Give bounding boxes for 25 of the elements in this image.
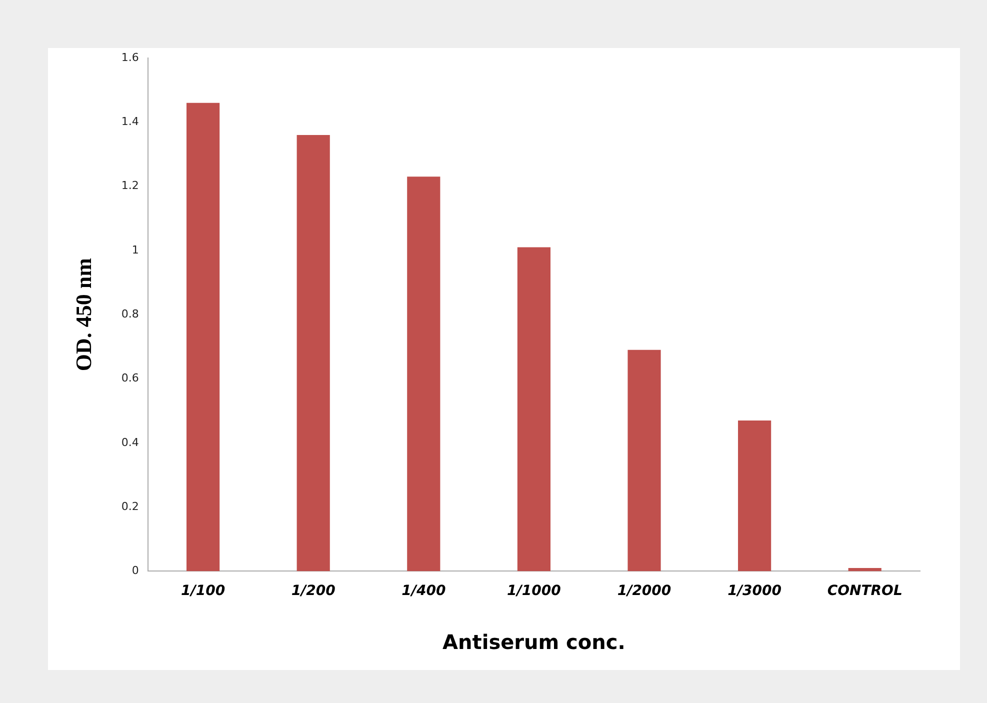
y-tick-label: 1.2	[121, 179, 139, 192]
bar	[738, 420, 772, 572]
x-tick-label: 1/2000	[617, 583, 672, 600]
y-tick-label: 1	[132, 243, 139, 256]
y-tick-label: 0	[132, 564, 139, 578]
bar	[848, 568, 882, 572]
bar	[628, 350, 661, 572]
x-tick-label: 1/3000	[728, 583, 782, 600]
x-tick-label: CONTROL	[827, 583, 902, 600]
bar	[517, 247, 550, 572]
y-tick-label: 0.4	[121, 436, 139, 449]
x-tick-label: 1/200	[291, 583, 336, 600]
x-axis-title: Antiserum conc.	[442, 630, 626, 654]
y-tick-label: 0.8	[121, 307, 139, 320]
x-tick-label: 1/1000	[507, 583, 562, 600]
bar	[296, 134, 330, 572]
y-tick-label: 1.6	[121, 50, 139, 64]
x-tick-label: 1/400	[402, 583, 446, 600]
x-tick-label: 1/100	[181, 583, 226, 600]
y-tick-label: 0.6	[121, 372, 139, 385]
bar	[186, 102, 220, 572]
y-tick-label: 0.2	[121, 500, 139, 513]
y-tick-label: 1.4	[121, 115, 139, 128]
bar	[407, 176, 440, 572]
y-axis-title: OD. 450 nm	[70, 258, 96, 372]
